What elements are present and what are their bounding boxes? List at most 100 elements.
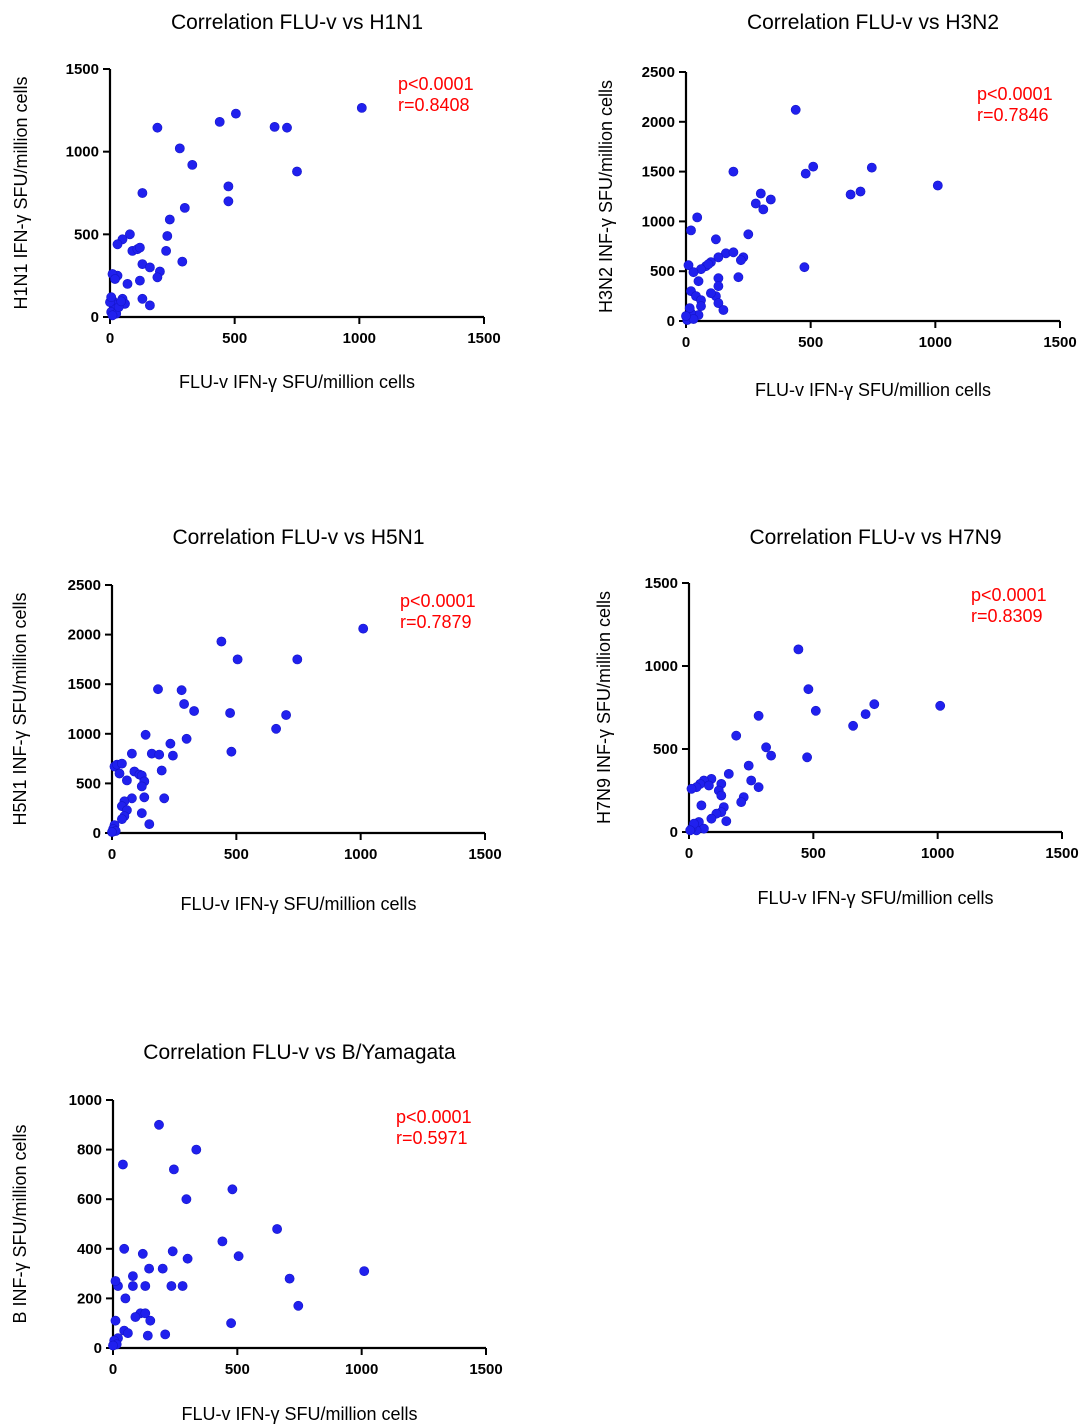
x-tick-label: 1500: [1045, 845, 1078, 862]
data-point: [110, 1276, 121, 1286]
y-axis-label: H7N9 INF-γ SFU/million cells: [594, 591, 614, 824]
data-point: [848, 720, 858, 731]
data-point: [272, 1224, 282, 1234]
data-point: [855, 186, 866, 197]
data-point: [688, 267, 699, 278]
data-point: [356, 103, 367, 113]
data-points: [108, 1119, 370, 1351]
data-point: [282, 122, 292, 133]
data-point: [156, 765, 167, 776]
data-point: [696, 800, 707, 811]
data-point: [217, 1236, 228, 1247]
data-point: [765, 194, 776, 205]
data-point: [845, 189, 856, 200]
data-point: [127, 1271, 138, 1281]
y-tick-label: 500: [76, 775, 101, 792]
data-point: [718, 305, 729, 315]
y-tick-label: 1500: [68, 676, 101, 693]
x-tick-label: 1500: [469, 1361, 502, 1378]
data-point: [803, 684, 814, 695]
data-point: [269, 122, 280, 132]
data-point: [358, 623, 369, 634]
y-tick-label: 1000: [642, 213, 675, 230]
data-point: [164, 214, 175, 225]
data-point: [216, 636, 227, 647]
data-point: [706, 288, 716, 298]
data-point: [733, 272, 744, 283]
data-point: [144, 300, 155, 311]
chart-title: Correlation FLU-v vs B/Yamagata: [143, 1041, 456, 1064]
y-axis-label: H1N1 IFN-γ SFU/million cells: [11, 76, 31, 309]
data-point: [716, 790, 727, 801]
scatter-chart-2: Correlation FLU-v vs H3N2 0 500 1000 1500 200…: [596, 11, 1077, 400]
data-point: [281, 710, 291, 720]
data-point: [753, 782, 764, 793]
data-point: [140, 729, 151, 740]
data-point: [292, 654, 303, 665]
data-points: [105, 103, 367, 321]
y-tick-label: 1500: [645, 575, 678, 592]
y-tick-label: 1000: [66, 144, 99, 161]
data-point: [127, 1281, 138, 1291]
data-point: [154, 749, 165, 760]
data-point: [107, 310, 118, 321]
data-point: [226, 1318, 236, 1329]
y-tick-label: 500: [74, 226, 99, 243]
data-point: [808, 161, 819, 172]
data-point: [232, 654, 243, 665]
y-tick-label: 600: [77, 1191, 102, 1208]
y-tick-label: 1000: [69, 1092, 102, 1109]
data-point: [713, 298, 724, 308]
chart-title: Correlation FLU-v vs H1N1: [171, 11, 423, 34]
data-point: [117, 758, 127, 769]
data-point: [179, 699, 189, 709]
data-point: [755, 188, 766, 199]
data-point: [271, 723, 281, 734]
y-tick-label: 1000: [645, 658, 678, 675]
y-tick-label: 500: [653, 741, 678, 758]
x-axis-label: FLU-v IFN-γ SFU/million cells: [180, 894, 416, 914]
data-point: [704, 780, 714, 791]
y-tick-label: 2500: [642, 64, 675, 81]
x-axis-label: FLU-v IFN-γ SFU/million cells: [755, 380, 991, 400]
r-value-label: r=0.7879: [400, 612, 472, 632]
data-point: [144, 819, 155, 829]
p-value-label: p<0.0001: [400, 591, 476, 611]
data-point: [166, 1281, 177, 1291]
r-value-label: r=0.7846: [977, 105, 1049, 125]
y-tick-label: 1500: [66, 61, 99, 78]
data-point: [681, 311, 691, 321]
data-point: [140, 1308, 151, 1319]
y-tick-label: 800: [77, 1142, 102, 1159]
data-point: [686, 783, 697, 794]
x-tick-label: 0: [682, 334, 690, 351]
x-tick-label: 0: [109, 1361, 117, 1378]
data-point: [233, 1251, 244, 1262]
data-point: [187, 159, 198, 170]
data-point: [152, 122, 163, 133]
y-axis-label: B INF-γ SFU/million cells: [10, 1124, 30, 1323]
data-point: [935, 700, 946, 711]
data-point: [137, 293, 148, 304]
data-point: [802, 752, 812, 763]
data-point: [793, 644, 804, 655]
data-point: [106, 292, 117, 303]
chart-title: Correlation FLU-v vs H3N2: [747, 11, 999, 34]
data-point: [108, 1340, 118, 1351]
x-tick-label: 0: [106, 330, 114, 347]
data-point: [134, 242, 145, 253]
data-point: [137, 1248, 148, 1259]
data-point: [746, 775, 757, 786]
scatter-chart-5: Correlation FLU-v vs B/Yamagata 0 200 400 60…: [10, 1041, 503, 1424]
y-tick-label: 2000: [68, 627, 101, 644]
data-point: [758, 204, 769, 215]
data-point: [123, 1328, 133, 1338]
data-point: [153, 684, 163, 695]
y-axis-label: H5N1 INF-γ SFU/million cells: [10, 592, 30, 825]
x-tick-label: 500: [798, 334, 823, 351]
y-tick-label: 0: [91, 309, 99, 326]
data-point: [866, 162, 877, 173]
x-axis-label: FLU-v IFN-γ SFU/million cells: [181, 1404, 417, 1424]
p-value-label: p<0.0001: [396, 1107, 472, 1127]
y-tick-label: 1500: [642, 164, 675, 181]
